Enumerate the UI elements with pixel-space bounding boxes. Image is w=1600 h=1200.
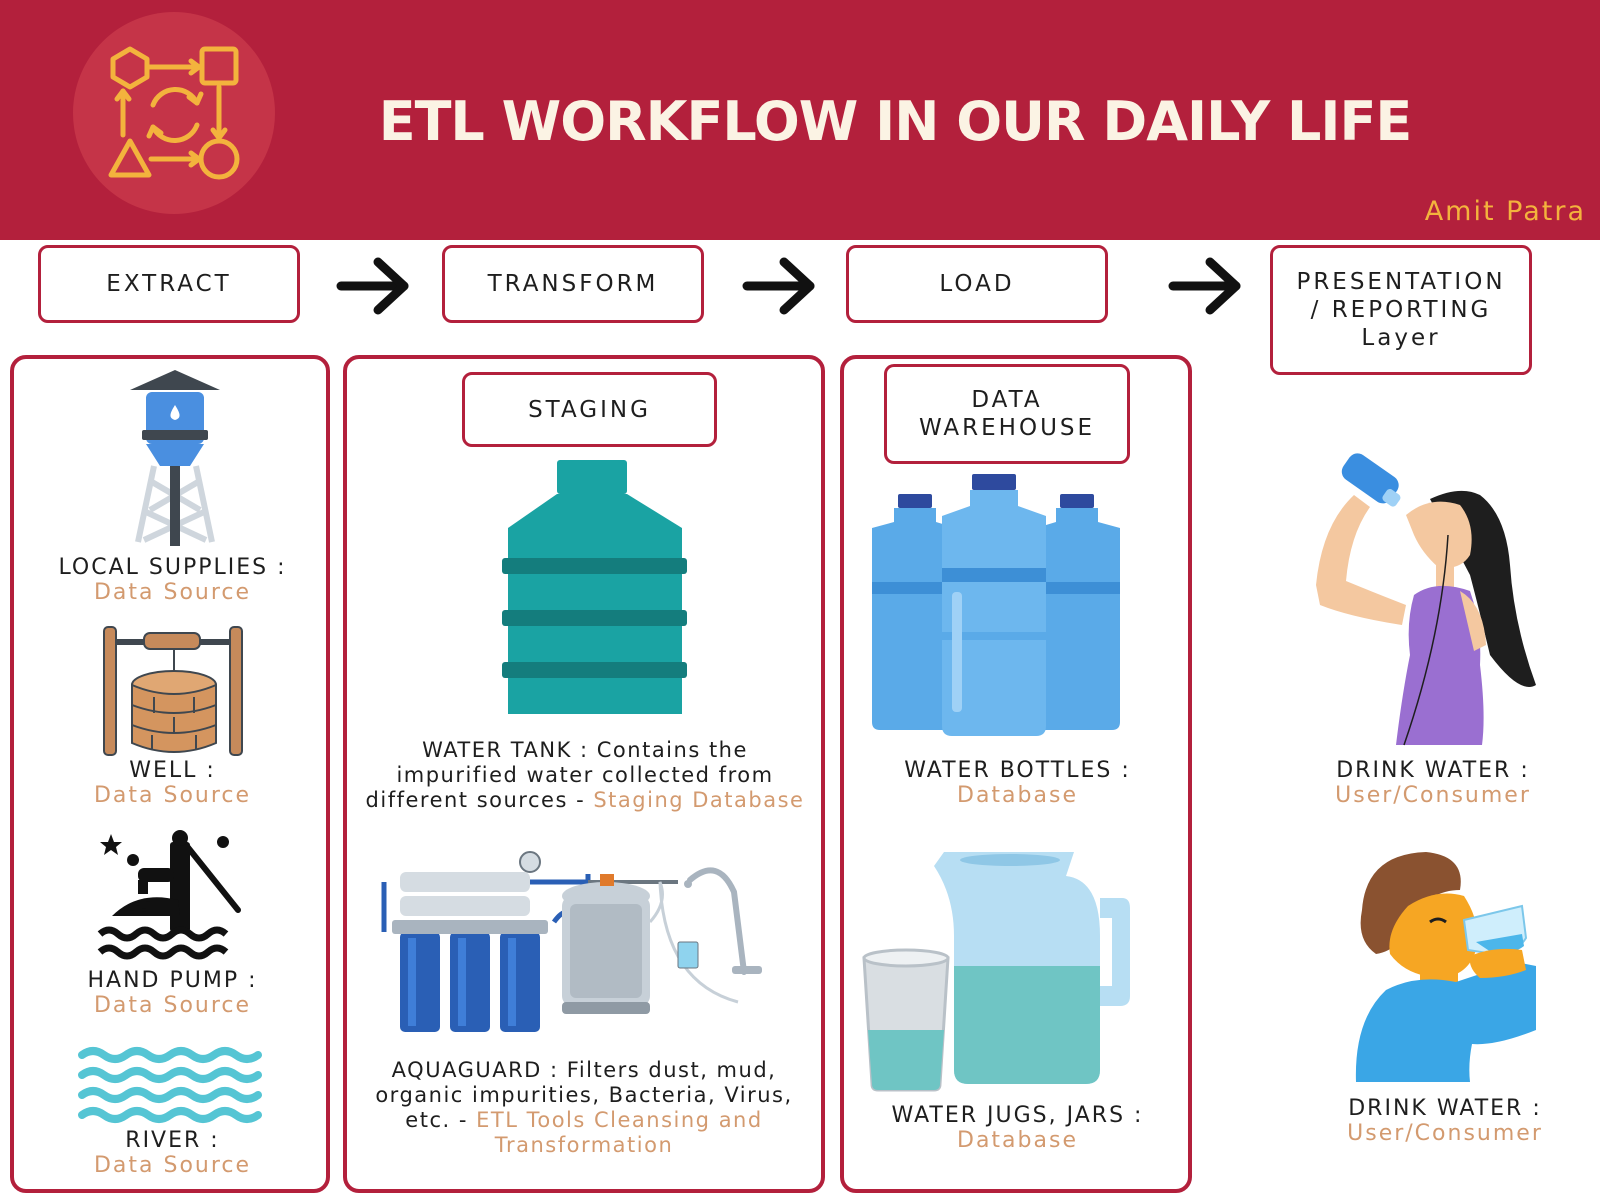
arrow-right-icon	[336, 257, 409, 315]
item-role: Data Source	[93, 993, 252, 1018]
item-role: Database	[957, 1128, 1078, 1153]
item-role: Database	[957, 783, 1078, 808]
data-warehouse-label-text: DATA WAREHOUSE	[918, 387, 1096, 441]
stage-presentation-label: PRESENTATION / REPORTING Layer	[1296, 269, 1506, 351]
item-name: WELL :	[129, 758, 216, 783]
author-name: Amit Patra	[1424, 196, 1586, 227]
transform-panel	[343, 355, 825, 1193]
water-tank-highlight: Staging Database	[593, 788, 805, 812]
aquaguard-highlight: ETL Tools Cleansing and Transformation	[476, 1108, 763, 1157]
water-tank-caption: WATER TANK : Contains the impurified wat…	[360, 738, 810, 813]
stage-extract-label: EXTRACT	[106, 271, 232, 297]
stage-extract: EXTRACT	[38, 245, 300, 323]
man-drinking-icon	[1355, 852, 1536, 1082]
data-warehouse-label: DATA WAREHOUSE	[884, 364, 1130, 464]
extract-item-river: RIVER : Data Source	[20, 1128, 325, 1178]
logo-badge	[73, 12, 275, 214]
hand-pump-icon	[97, 830, 241, 960]
water-tank-text: WATER TANK : Contains the impurified wat…	[365, 738, 774, 812]
water-bottles-icon	[872, 474, 1120, 736]
item-name: WATER JUGS, JARS :	[891, 1103, 1144, 1128]
river-waves-icon	[78, 1047, 262, 1123]
item-role: Data Source	[93, 783, 252, 808]
stage-transform-label: TRANSFORM	[487, 271, 659, 297]
water-jug-icon	[862, 852, 1130, 1092]
item-name: WATER BOTTLES :	[904, 758, 1131, 783]
aquaguard-caption: AQUAGUARD : Filters dust, mud, organic i…	[350, 1058, 818, 1158]
extract-panel	[10, 355, 330, 1193]
item-name: DRINK WATER :	[1348, 1096, 1542, 1121]
page-title: ETL WORKFLOW IN OUR DAILY LIFE	[378, 90, 1413, 153]
load-item-water-jugs: WATER JUGS, JARS : Database	[845, 1103, 1190, 1153]
stage-transform: TRANSFORM	[442, 245, 704, 323]
stage-load: LOAD	[846, 245, 1108, 323]
item-name: DRINK WATER :	[1336, 758, 1530, 783]
presentation-item-woman: DRINK WATER : User/Consumer	[1268, 758, 1598, 808]
load-item-water-bottles: WATER BOTTLES : Database	[845, 758, 1190, 808]
item-name: LOCAL SUPPLIES :	[58, 555, 287, 580]
item-role: Data Source	[93, 1153, 252, 1178]
stage-load-label: LOAD	[939, 271, 1015, 297]
water-tower-icon	[130, 370, 220, 546]
item-role: Data Source	[93, 580, 252, 605]
water-tank-icon	[502, 460, 687, 714]
load-panel	[840, 355, 1192, 1193]
arrow-right-icon	[742, 257, 815, 315]
item-name: HAND PUMP :	[87, 968, 258, 993]
item-role: User/Consumer	[1347, 1121, 1543, 1146]
presentation-item-man: DRINK WATER : User/Consumer	[1280, 1096, 1600, 1146]
extract-item-hand-pump: HAND PUMP : Data Source	[20, 968, 325, 1018]
aquaguard-text: AQUAGUARD : Filters dust, mud, organic i…	[375, 1058, 793, 1132]
well-icon	[103, 626, 243, 756]
item-name: RIVER :	[125, 1128, 220, 1153]
water-purifier-icon	[381, 851, 762, 1032]
arrow-right-icon	[1168, 257, 1241, 315]
extract-item-well: WELL : Data Source	[20, 758, 325, 808]
extract-item-local-supplies: LOCAL SUPPLIES : Data Source	[20, 555, 325, 605]
woman-drinking-icon	[1316, 453, 1536, 746]
stage-presentation: PRESENTATION / REPORTING Layer	[1270, 245, 1532, 375]
item-role: User/Consumer	[1335, 783, 1531, 808]
staging-label-text: STAGING	[528, 396, 651, 423]
workflow-cycle-icon	[108, 46, 240, 180]
staging-label: STAGING	[462, 372, 717, 447]
